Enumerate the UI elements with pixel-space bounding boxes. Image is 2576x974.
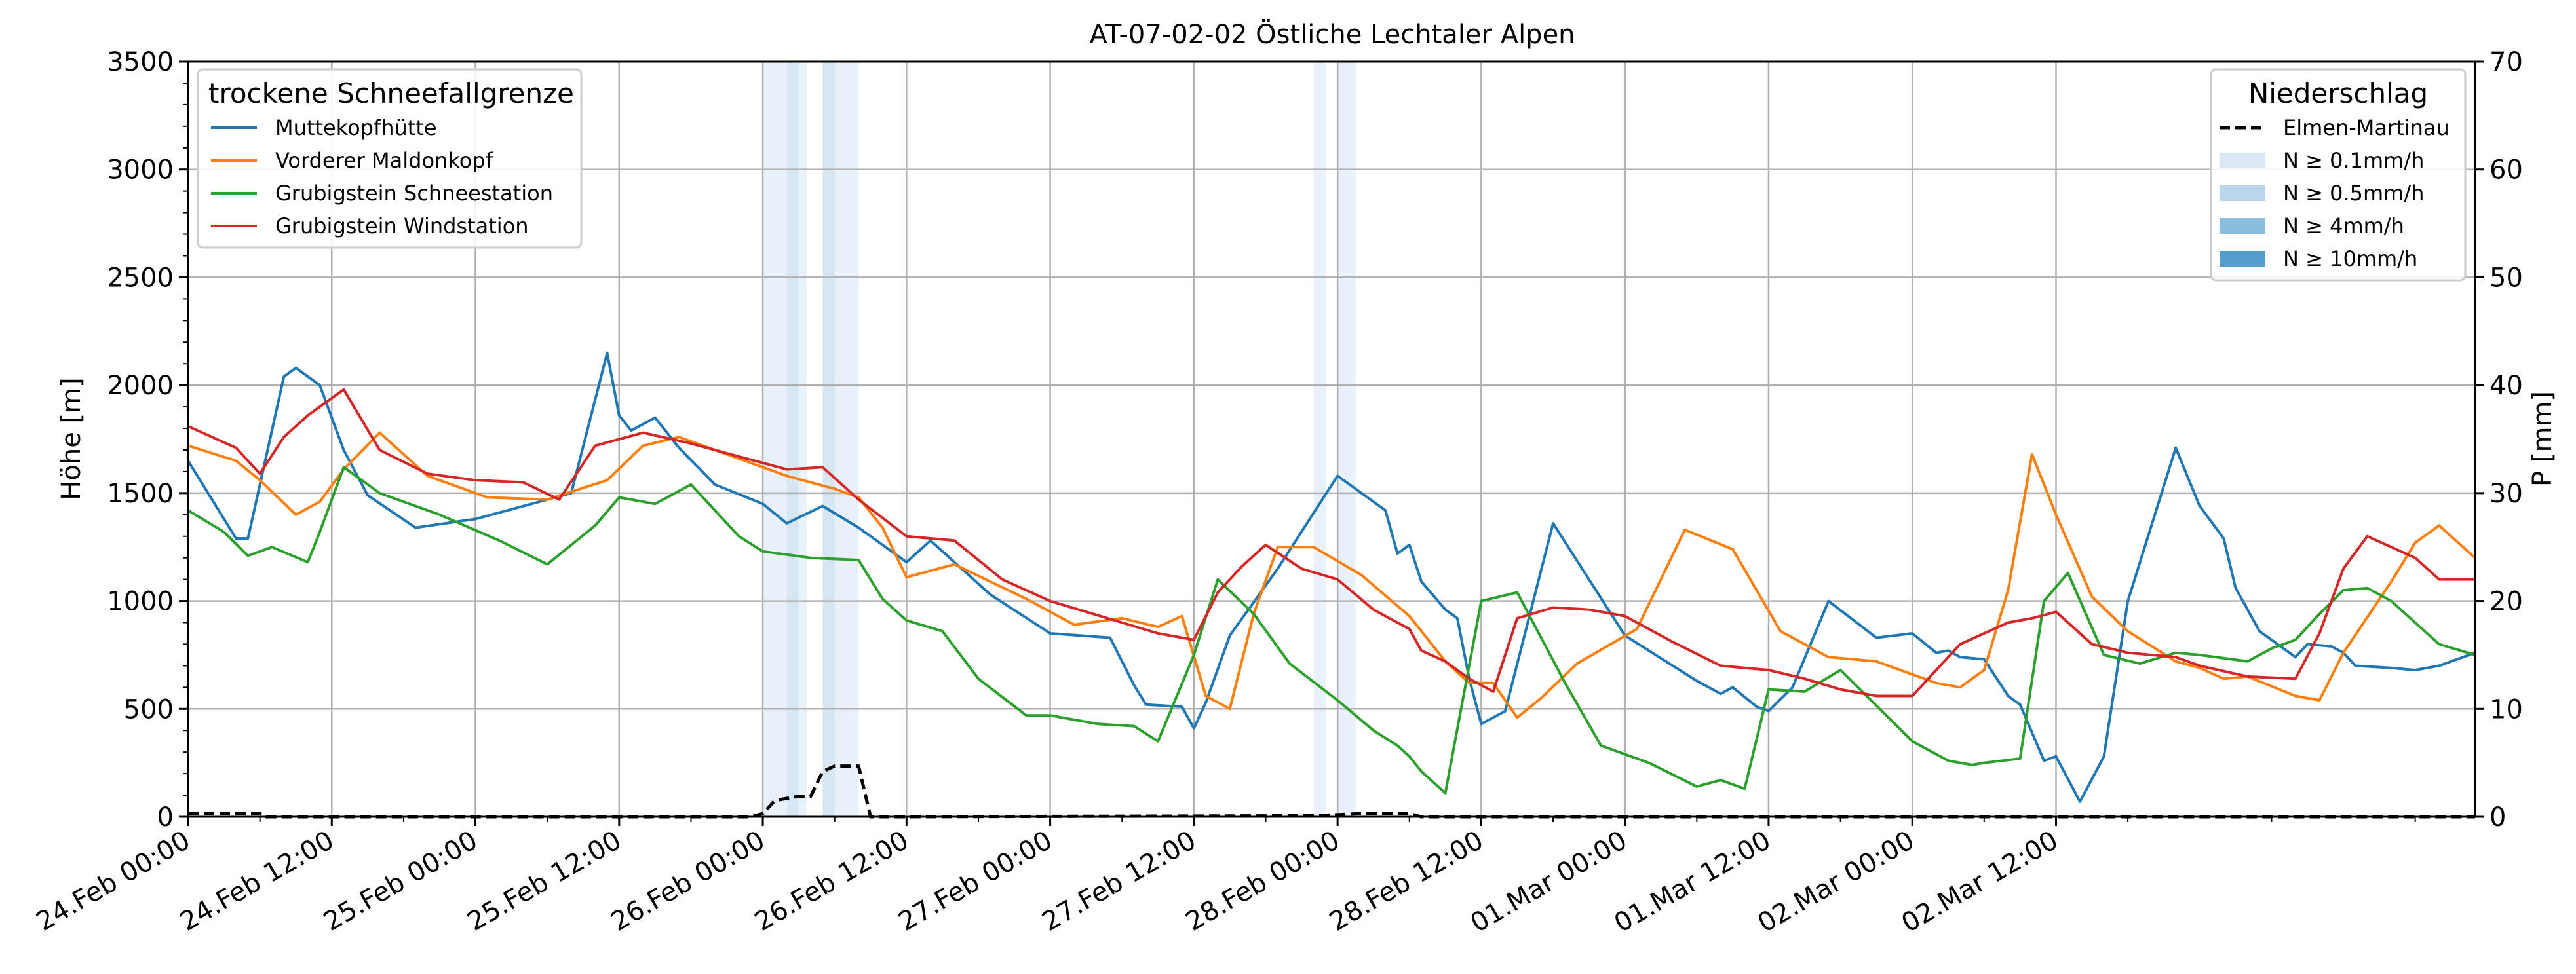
legend-swatch-n-4	[2220, 218, 2265, 234]
precip-band-2	[798, 62, 807, 817]
precip-band-1	[786, 62, 799, 817]
legend-label-grubigstein-schneestation: Grubigstein Schneestation	[275, 181, 553, 206]
legend-swatch-n-0-1	[2220, 153, 2265, 168]
legend-swatch-n-10	[2220, 251, 2265, 267]
y-tick-label: 1500	[107, 479, 174, 509]
series-line-grubigstein-schneestation	[187, 466, 2476, 795]
precip-band-6	[1337, 62, 1356, 817]
precip-band-5	[1313, 62, 1326, 817]
series-line-vorderer-maldonkopf	[187, 431, 2476, 719]
y-axis-label: Höhe [m]	[56, 377, 87, 500]
precip-band-3	[822, 62, 835, 817]
legend-precipitation: Niederschlag Elmen-Martinau N ≥ 0.1mm/h …	[2210, 68, 2467, 282]
legend-snowfall-frame	[197, 68, 583, 249]
y2-tick-label: 50	[2489, 263, 2523, 293]
y2-tick-label: 20	[2489, 587, 2523, 617]
legend-label-n-4: N ≥ 4mm/h	[2283, 214, 2404, 238]
legend-label-muttekopfhuette: Muttekopfhütte	[275, 115, 437, 140]
legend-label-n-10: N ≥ 10mm/h	[2283, 246, 2417, 271]
legend-precip-title: Niederschlag	[2248, 77, 2428, 109]
legend-label-grubigstein-windstation: Grubigstein Windstation	[275, 214, 529, 238]
y-tick-label: 3500	[107, 47, 174, 77]
y2-axis-label: P [mm]	[2528, 391, 2558, 487]
y-tick-label: 2000	[107, 371, 174, 401]
legend-precip-frame	[2210, 68, 2467, 282]
y2-tick-label: 40	[2489, 371, 2523, 401]
series-line-elmen-martinau	[188, 764, 2475, 819]
y2-tick-label: 10	[2489, 694, 2523, 724]
legend-snowfall-title: trockene Schneefallgrenze	[208, 77, 574, 109]
y-tick-label: 0	[157, 802, 174, 833]
legend-label-vorderer-maldonkopf: Vorderer Maldonkopf	[275, 148, 493, 173]
y2-tick-label: 30	[2489, 479, 2523, 509]
legend-swatch-n-0-5	[2220, 185, 2265, 201]
series-line-grubigstein-windstation	[187, 388, 2475, 698]
legend-label-n-0-5: N ≥ 0.5mm/h	[2283, 181, 2424, 206]
y-tick-label: 3000	[107, 155, 174, 185]
precip-bands	[763, 62, 1356, 817]
legend-label-n-0-1: N ≥ 0.1mm/h	[2283, 148, 2424, 173]
precip-band-4	[834, 62, 859, 817]
series-line-muttekopfh-tte	[187, 351, 2476, 803]
y2-tick-label: 70	[2489, 47, 2523, 77]
y-tick-label: 1000	[107, 587, 174, 617]
legend-label-elmen-martinau: Elmen-Martinau	[2283, 115, 2450, 140]
y-tick-label: 2500	[107, 263, 174, 293]
plot-frame	[187, 60, 2476, 818]
y-tick-label: 500	[124, 694, 174, 724]
series-lines	[187, 351, 2476, 819]
y2-tick-label: 60	[2489, 155, 2523, 185]
precip-band-0	[763, 62, 787, 817]
legend-snowfall: trockene Schneefallgrenze Muttekopfhütte…	[197, 68, 583, 249]
chart-title: AT-07-02-02 Östliche Lechtaler Alpen	[1089, 18, 1575, 50]
y2-tick-label: 0	[2489, 802, 2506, 833]
